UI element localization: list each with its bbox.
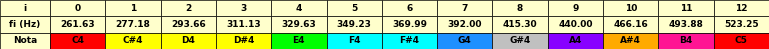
Text: 415.30: 415.30: [503, 20, 538, 29]
Text: D4: D4: [181, 36, 195, 45]
Bar: [382, 16, 437, 33]
Text: i: i: [23, 4, 27, 13]
Bar: [105, 0, 161, 16]
Text: E4: E4: [293, 36, 305, 45]
Text: fi (Hz): fi (Hz): [9, 20, 41, 29]
Bar: [382, 0, 437, 16]
Bar: [603, 16, 658, 33]
Text: B4: B4: [680, 36, 693, 45]
Text: 277.18: 277.18: [115, 20, 151, 29]
Text: G4: G4: [458, 36, 471, 45]
Text: 392.00: 392.00: [448, 20, 482, 29]
Bar: [437, 16, 492, 33]
Text: 0: 0: [75, 4, 81, 13]
Bar: [492, 33, 548, 49]
Bar: [216, 33, 271, 49]
Bar: [327, 16, 382, 33]
Text: 1: 1: [130, 4, 136, 13]
Bar: [714, 0, 769, 16]
Bar: [548, 33, 603, 49]
Bar: [714, 33, 769, 49]
Text: F#4: F#4: [399, 36, 420, 45]
Bar: [714, 16, 769, 33]
Bar: [548, 16, 603, 33]
Text: 2: 2: [185, 4, 191, 13]
Bar: [105, 16, 161, 33]
Text: 9: 9: [572, 4, 578, 13]
Text: 10: 10: [624, 4, 637, 13]
Text: 523.25: 523.25: [724, 20, 759, 29]
Bar: [603, 0, 658, 16]
Text: Nota: Nota: [13, 36, 37, 45]
Text: A4: A4: [569, 36, 582, 45]
Text: D#4: D#4: [233, 36, 255, 45]
Bar: [161, 0, 216, 16]
Bar: [50, 0, 105, 16]
Text: C4: C4: [72, 36, 84, 45]
Text: 311.13: 311.13: [226, 20, 261, 29]
Bar: [327, 33, 382, 49]
Bar: [50, 16, 105, 33]
Bar: [216, 16, 271, 33]
Bar: [327, 0, 382, 16]
Text: 8: 8: [517, 4, 523, 13]
Text: C#4: C#4: [123, 36, 143, 45]
Bar: [0, 33, 50, 49]
Text: G#4: G#4: [510, 36, 531, 45]
Text: 261.63: 261.63: [60, 20, 95, 29]
Text: 493.88: 493.88: [668, 20, 704, 29]
Text: C5: C5: [735, 36, 747, 45]
Text: 6: 6: [406, 4, 413, 13]
Bar: [271, 33, 327, 49]
Text: A#4: A#4: [621, 36, 641, 45]
Bar: [271, 16, 327, 33]
Bar: [161, 33, 216, 49]
Text: 329.63: 329.63: [281, 20, 316, 29]
Text: 3: 3: [241, 4, 247, 13]
Bar: [0, 16, 50, 33]
Bar: [658, 0, 714, 16]
Text: 349.23: 349.23: [337, 20, 371, 29]
Bar: [437, 0, 492, 16]
Bar: [216, 0, 271, 16]
Text: 440.00: 440.00: [558, 20, 593, 29]
Text: 5: 5: [351, 4, 358, 13]
Text: F4: F4: [348, 36, 361, 45]
Bar: [548, 0, 603, 16]
Bar: [658, 33, 714, 49]
Bar: [492, 0, 548, 16]
Text: 4: 4: [296, 4, 302, 13]
Bar: [271, 0, 327, 16]
Bar: [437, 33, 492, 49]
Text: 466.16: 466.16: [614, 20, 648, 29]
Text: 12: 12: [735, 4, 747, 13]
Bar: [603, 33, 658, 49]
Text: 293.66: 293.66: [171, 20, 205, 29]
Bar: [161, 16, 216, 33]
Text: 369.99: 369.99: [392, 20, 427, 29]
Bar: [658, 16, 714, 33]
Text: 11: 11: [680, 4, 692, 13]
Bar: [105, 33, 161, 49]
Bar: [382, 33, 437, 49]
Text: 7: 7: [461, 4, 468, 13]
Bar: [492, 16, 548, 33]
Bar: [0, 0, 50, 16]
Bar: [50, 33, 105, 49]
